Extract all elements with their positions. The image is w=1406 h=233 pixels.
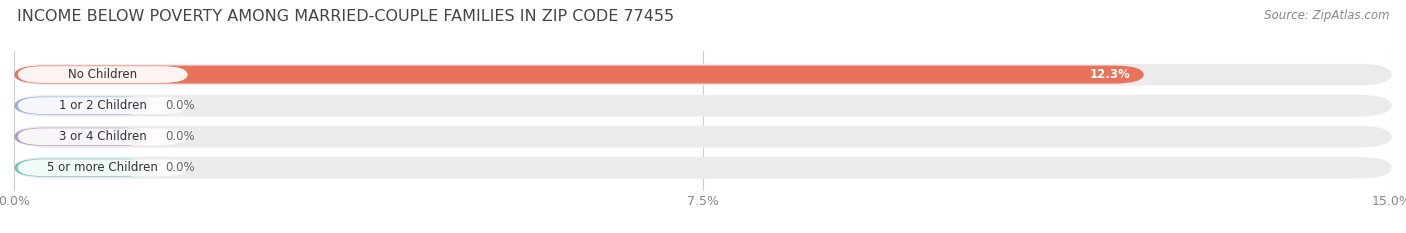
FancyBboxPatch shape [14, 65, 1144, 84]
Text: 0.0%: 0.0% [166, 161, 195, 174]
Text: 3 or 4 Children: 3 or 4 Children [59, 130, 146, 143]
FancyBboxPatch shape [18, 66, 187, 83]
Text: Source: ZipAtlas.com: Source: ZipAtlas.com [1264, 9, 1389, 22]
FancyBboxPatch shape [14, 159, 152, 177]
FancyBboxPatch shape [14, 128, 152, 146]
Text: 1 or 2 Children: 1 or 2 Children [59, 99, 146, 112]
FancyBboxPatch shape [14, 126, 1392, 147]
FancyBboxPatch shape [18, 97, 187, 114]
FancyBboxPatch shape [18, 128, 187, 145]
FancyBboxPatch shape [14, 157, 1392, 179]
FancyBboxPatch shape [18, 159, 187, 176]
FancyBboxPatch shape [14, 64, 1392, 86]
Text: No Children: No Children [67, 68, 138, 81]
FancyBboxPatch shape [14, 95, 1392, 116]
Text: INCOME BELOW POVERTY AMONG MARRIED-COUPLE FAMILIES IN ZIP CODE 77455: INCOME BELOW POVERTY AMONG MARRIED-COUPL… [17, 9, 673, 24]
Text: 5 or more Children: 5 or more Children [48, 161, 157, 174]
Text: 0.0%: 0.0% [166, 99, 195, 112]
FancyBboxPatch shape [14, 97, 152, 115]
Text: 0.0%: 0.0% [166, 130, 195, 143]
Text: 12.3%: 12.3% [1090, 68, 1130, 81]
